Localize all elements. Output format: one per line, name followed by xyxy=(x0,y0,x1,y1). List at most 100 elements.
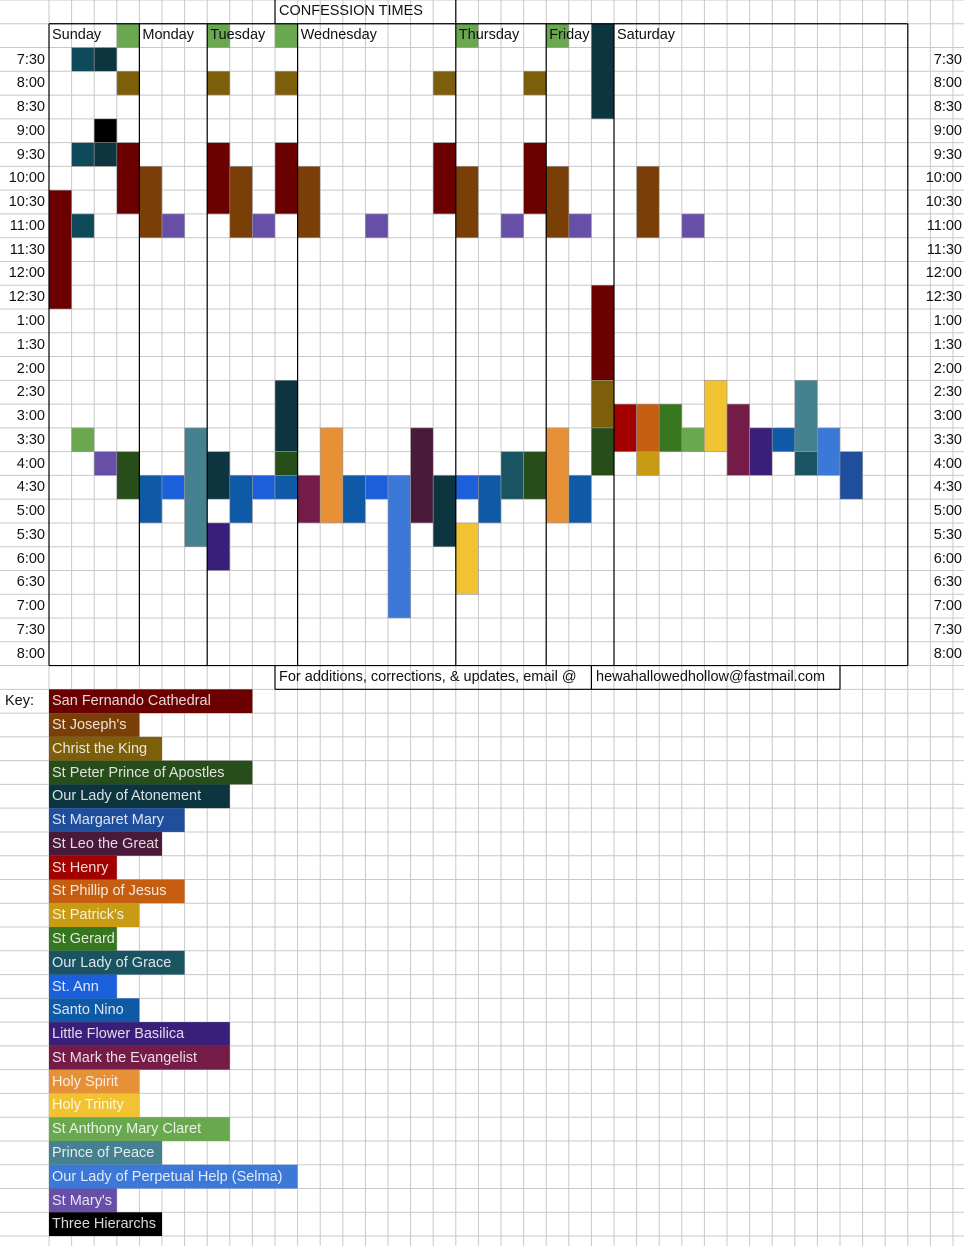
schedule-block xyxy=(116,451,140,500)
time-label-left: 6:30 xyxy=(16,574,45,591)
time-label-right: 7:00 xyxy=(933,598,962,615)
key-label: Key: xyxy=(5,693,35,709)
day-header-sunday: Sunday xyxy=(52,26,102,43)
key-swatch xyxy=(49,998,140,1023)
time-label-right: 4:30 xyxy=(933,479,962,496)
schedule-block xyxy=(161,475,185,500)
schedule-block xyxy=(139,166,163,238)
schedule-block xyxy=(410,427,434,524)
key-swatch xyxy=(49,950,185,975)
schedule-block xyxy=(71,142,95,167)
time-label-right: 1:30 xyxy=(933,336,962,353)
time-label-left: 1:30 xyxy=(16,336,45,353)
time-label-left: 12:30 xyxy=(8,289,45,306)
contact-email[interactable]: hewahallowedhollow@fastmail.com xyxy=(596,669,826,685)
schedule-block xyxy=(93,142,118,167)
key-swatch xyxy=(49,689,253,714)
schedule-block xyxy=(116,71,140,96)
schedule-block xyxy=(658,403,683,452)
key-swatch xyxy=(49,808,185,832)
time-label-right: 11:30 xyxy=(926,241,962,258)
schedule-block xyxy=(297,475,321,524)
time-label-left: 2:00 xyxy=(16,360,45,377)
time-label-right: 7:30 xyxy=(933,622,962,639)
schedule-block xyxy=(500,451,524,500)
day-header-tuesday: Tuesday xyxy=(210,26,266,43)
schedule-block xyxy=(274,380,298,452)
key-swatch xyxy=(49,1140,162,1165)
schedule-block xyxy=(184,427,208,548)
schedule-block xyxy=(48,189,72,310)
key-entry: St Mark the Evangelist xyxy=(52,1049,198,1066)
key-entry: Prince of Peace xyxy=(52,1144,155,1161)
key-entry: St. Ann xyxy=(52,978,99,995)
key-swatch xyxy=(49,736,162,761)
key-entry: Holy Spirit xyxy=(52,1073,119,1090)
time-label-right: 5:00 xyxy=(933,503,962,520)
schedule-block xyxy=(365,213,389,238)
schedule-block xyxy=(71,427,95,452)
key-entry: St Mary's xyxy=(52,1192,112,1209)
schedule-block xyxy=(455,522,479,595)
schedule-block xyxy=(206,71,231,96)
schedule-block xyxy=(71,47,95,72)
time-label-right: 5:30 xyxy=(933,526,962,543)
schedule-block xyxy=(794,380,818,452)
schedule-block xyxy=(568,213,592,238)
time-label-right: 7:30 xyxy=(933,51,962,68)
schedule-block xyxy=(523,451,547,500)
time-label-right: 6:30 xyxy=(933,574,962,591)
schedule-frame xyxy=(48,0,909,690)
schedule-block xyxy=(297,166,321,238)
day-header-thursday: Thursday xyxy=(458,26,520,43)
schedule-block xyxy=(342,475,366,524)
time-label-left: 8:30 xyxy=(16,99,45,116)
schedule-block xyxy=(252,475,276,500)
key-swatch xyxy=(49,831,162,856)
time-label-right: 8:00 xyxy=(933,75,962,92)
schedule-block xyxy=(274,71,298,96)
schedule-block xyxy=(229,166,253,238)
schedule-block xyxy=(478,475,502,524)
schedule-block xyxy=(93,451,118,476)
key-swatch xyxy=(49,927,117,951)
time-label-right: 4:00 xyxy=(933,455,962,472)
schedule-block xyxy=(387,475,411,619)
schedule-block xyxy=(455,475,479,500)
schedule-block xyxy=(274,451,298,476)
time-label-right: 8:00 xyxy=(933,645,962,662)
key-entry: St Margaret Mary xyxy=(52,812,164,829)
key-swatch xyxy=(49,1212,162,1237)
key-entry: St Gerard xyxy=(52,931,115,948)
key-entry: Little Flower Basilica xyxy=(52,1026,185,1043)
schedule-block xyxy=(432,142,457,215)
key-swatch xyxy=(49,1164,298,1189)
schedule-block xyxy=(116,23,140,48)
schedule-block xyxy=(432,475,457,548)
schedule-block xyxy=(500,213,524,238)
schedule-block xyxy=(817,427,841,476)
schedule-block xyxy=(591,284,615,381)
key-entry: St Joseph's xyxy=(52,717,127,734)
time-label-left: 11:30 xyxy=(9,241,45,258)
schedule-block xyxy=(319,427,344,524)
schedule-block xyxy=(545,166,570,238)
day-header-wednesday: Wednesday xyxy=(300,26,377,43)
key-swatch xyxy=(49,713,140,737)
schedule-block xyxy=(636,403,660,452)
key-swatch xyxy=(49,879,185,904)
schedule-block xyxy=(206,522,231,571)
schedule-block xyxy=(636,451,660,476)
key-swatch xyxy=(49,1117,230,1141)
time-label-right: 2:00 xyxy=(933,360,962,377)
schedule-block xyxy=(839,451,863,500)
key-entry: St Anthony Mary Claret xyxy=(52,1121,202,1138)
schedule-block xyxy=(591,427,615,476)
time-label-right: 10:30 xyxy=(925,194,962,211)
footer-note: For additions, corrections, & updates, e… xyxy=(279,669,577,685)
time-label-right: 3:00 xyxy=(933,408,962,425)
time-label-right: 6:00 xyxy=(933,550,962,567)
time-label-left: 9:30 xyxy=(16,146,45,163)
time-label-left: 2:30 xyxy=(16,384,45,401)
